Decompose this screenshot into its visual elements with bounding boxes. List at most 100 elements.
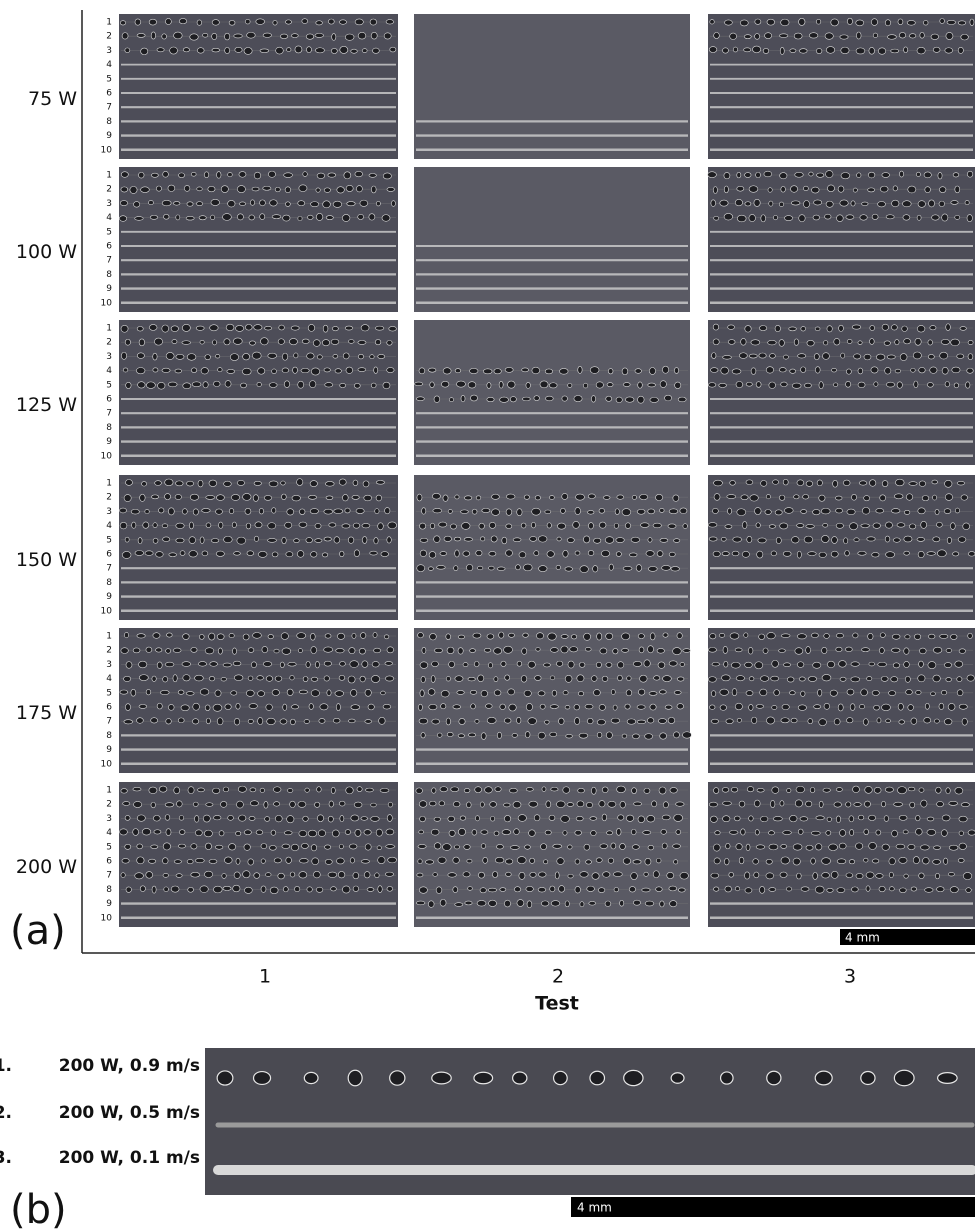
bead [195,830,202,836]
track-number: 9 [106,131,112,141]
bead [957,354,964,359]
bead [622,509,631,516]
bead [158,382,165,389]
bead [724,213,732,220]
bead [365,689,371,696]
bead [464,845,470,850]
bead [549,815,555,820]
bead [251,662,256,668]
bead [625,704,630,709]
bead [640,675,648,682]
bead [540,704,545,709]
bead [526,886,533,891]
bead [164,887,169,892]
bead [206,523,211,528]
bead [441,690,449,697]
bead [545,369,552,374]
bead [458,635,464,639]
bead [468,382,476,388]
bead [669,509,678,514]
bead [840,35,848,39]
bead [324,647,333,652]
bead [223,214,232,221]
bead [497,567,505,571]
bead [823,788,830,792]
bead [374,538,378,544]
bead [567,803,574,807]
bead [959,704,967,709]
bead [968,340,973,344]
bead [886,215,894,219]
bead [252,352,261,359]
bead [899,32,905,38]
bead [631,537,640,542]
bead [449,830,455,836]
bead [946,32,953,39]
bead [381,691,386,695]
bead [928,354,934,359]
bead [298,801,306,807]
bead [124,720,133,724]
bead [660,508,665,512]
bead [714,216,719,220]
bead [317,815,323,822]
track-number: 8 [106,885,112,895]
bead [554,1071,568,1084]
bead [137,327,143,332]
bead [340,815,344,821]
bead [245,324,252,330]
bead [385,508,390,514]
bead [527,901,532,908]
bead [936,787,942,793]
track-number: 5 [106,842,112,852]
bead [164,214,170,219]
bead [313,871,320,878]
bead [351,49,358,53]
bead [317,787,322,792]
bead [944,858,948,864]
bead [761,480,767,486]
bead [120,522,127,529]
bead [270,200,278,206]
bead [753,859,759,865]
bead [205,843,211,850]
bead [421,676,425,682]
bead [852,325,861,329]
bead [579,733,588,738]
track-number: 2 [106,646,112,656]
bead [856,48,865,54]
bead [957,481,964,485]
bead [723,646,728,653]
bead [958,21,965,25]
bead [593,566,598,572]
bead [648,383,656,387]
bead [945,494,952,501]
bead [275,815,282,822]
bead [747,787,754,792]
bead [746,691,753,696]
bead [327,690,331,696]
bead [674,368,678,374]
bead [354,383,360,388]
bead [811,831,820,835]
micrograph [414,167,690,312]
bead [175,494,181,499]
bead [183,675,190,681]
bead [939,703,944,709]
bead [798,829,803,834]
bead [266,873,272,877]
bead [141,48,148,55]
bead [446,718,450,725]
bead [968,552,975,557]
bead [781,634,790,638]
bead [379,717,386,724]
bead [217,495,225,501]
bead [419,887,427,893]
bead [432,788,436,793]
bead [902,201,911,207]
bead [294,539,300,543]
bead [671,1073,684,1084]
track-number: 5 [106,688,112,698]
bead [280,719,287,724]
bead [939,201,945,206]
